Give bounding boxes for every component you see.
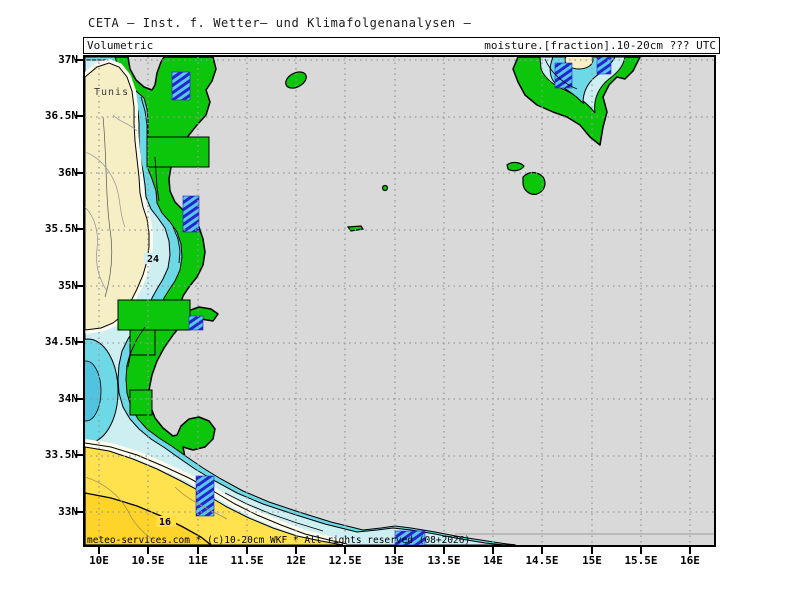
lat-label: 35N (58, 279, 78, 292)
lat-tick (75, 172, 83, 174)
lon-label: 14E (483, 554, 503, 567)
parameter-bar-right: moisture.[fraction].10-20cm ??? UTC (484, 39, 716, 52)
lat-label: 34.5N (44, 335, 78, 348)
lat-label: 35.5N (44, 222, 78, 235)
sicily (512, 57, 641, 146)
lon-label: 16E (680, 554, 700, 567)
lon-label: 11.5E (230, 554, 264, 567)
island-malta (522, 171, 546, 195)
lon-label: 15E (582, 554, 602, 567)
parameter-bar: Volumetric moisture.[fraction].10-20cm ?… (83, 37, 720, 54)
lon-tick (591, 547, 593, 554)
lon-label: 11E (188, 554, 208, 567)
lat-tick (75, 228, 83, 230)
lon-tick (541, 547, 543, 554)
graticule (85, 57, 714, 545)
map-canvas: Tunis 24 16 meteo-services.com * (c)10-2… (83, 55, 716, 547)
lat-label: 36N (58, 166, 78, 179)
lon-label: 10E (89, 554, 109, 567)
moisture-contour-map: Tunis 24 16 meteo-services.com * (c)10-2… (85, 57, 714, 545)
page-title: CETA – Inst. f. Wetter– und Klimafolgena… (88, 16, 472, 30)
contour-label-bg (144, 253, 164, 264)
lon-label: 14.5E (525, 554, 559, 567)
islands (285, 71, 546, 232)
city-label-tunis: Tunis (94, 87, 129, 98)
hatched-moisture-cells (171, 71, 426, 545)
lon-label: 12E (286, 554, 306, 567)
lon-label: 13E (384, 554, 404, 567)
lat-tick (75, 115, 83, 117)
lon-tick (197, 547, 199, 554)
green-grid-cells (117, 136, 210, 416)
border-overlay-lines (85, 114, 714, 542)
lat-label: 33.5N (44, 448, 78, 461)
lat-label: 37N (58, 53, 78, 66)
lon-label: 15.5E (624, 554, 658, 567)
contour-label-16: 16 (159, 517, 171, 528)
island-linosa (381, 184, 389, 192)
lon-tick (394, 547, 396, 554)
lat-tick (75, 398, 83, 400)
lat-tick (75, 341, 83, 343)
lon-label: 12.5E (328, 554, 362, 567)
island-gozo (506, 161, 525, 172)
lon-tick (344, 547, 346, 554)
tunisia-landmass (85, 57, 516, 545)
lat-label: 36.5N (44, 109, 78, 122)
lat-label: 33N (58, 505, 78, 518)
lon-tick (98, 547, 100, 554)
lon-tick (689, 547, 691, 554)
watermark: meteo-services.com * (c)10-20cm WKF * Al… (87, 535, 470, 545)
lat-tick (75, 59, 83, 61)
lat-label: 34N (58, 392, 78, 405)
lon-tick (640, 547, 642, 554)
lat-tick (75, 454, 83, 456)
lat-tick (75, 285, 83, 287)
contour-label-bg (156, 516, 176, 527)
lon-tick (295, 547, 297, 554)
lon-tick (492, 547, 494, 554)
lon-tick (147, 547, 149, 554)
lon-tick (246, 547, 248, 554)
lon-label: 13.5E (427, 554, 461, 567)
parameter-bar-left: Volumetric (87, 39, 154, 52)
lon-tick (443, 547, 445, 554)
lat-tick (75, 511, 83, 513)
contour-lines (127, 96, 324, 532)
lon-label: 10.5E (131, 554, 165, 567)
contour-label-24: 24 (147, 254, 159, 265)
